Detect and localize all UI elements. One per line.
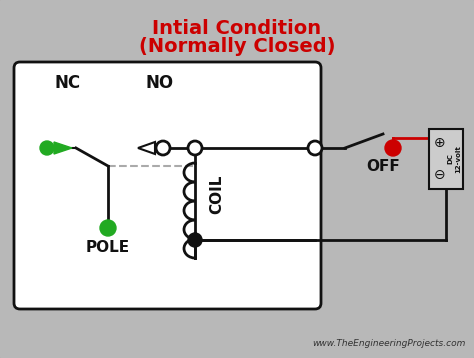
FancyBboxPatch shape (429, 129, 463, 189)
Circle shape (385, 140, 401, 156)
Text: ⊖: ⊖ (434, 168, 446, 182)
FancyBboxPatch shape (14, 62, 321, 309)
Text: POLE: POLE (86, 241, 130, 256)
Polygon shape (54, 142, 72, 154)
Circle shape (188, 141, 202, 155)
Polygon shape (138, 142, 155, 154)
Text: www.TheEngineeringProjects.com: www.TheEngineeringProjects.com (313, 339, 466, 348)
Text: ⊕: ⊕ (434, 136, 446, 150)
Text: OFF: OFF (366, 159, 400, 174)
Circle shape (188, 233, 202, 247)
Circle shape (156, 141, 170, 155)
Text: Intial Condition: Intial Condition (153, 19, 321, 38)
Text: DC
12-volt: DC 12-volt (447, 145, 461, 173)
Circle shape (40, 141, 54, 155)
Text: (Normally Closed): (Normally Closed) (139, 37, 335, 55)
Circle shape (308, 141, 322, 155)
Circle shape (100, 220, 116, 236)
Text: NO: NO (146, 74, 174, 92)
Text: COIL: COIL (210, 174, 225, 214)
Text: NC: NC (55, 74, 81, 92)
